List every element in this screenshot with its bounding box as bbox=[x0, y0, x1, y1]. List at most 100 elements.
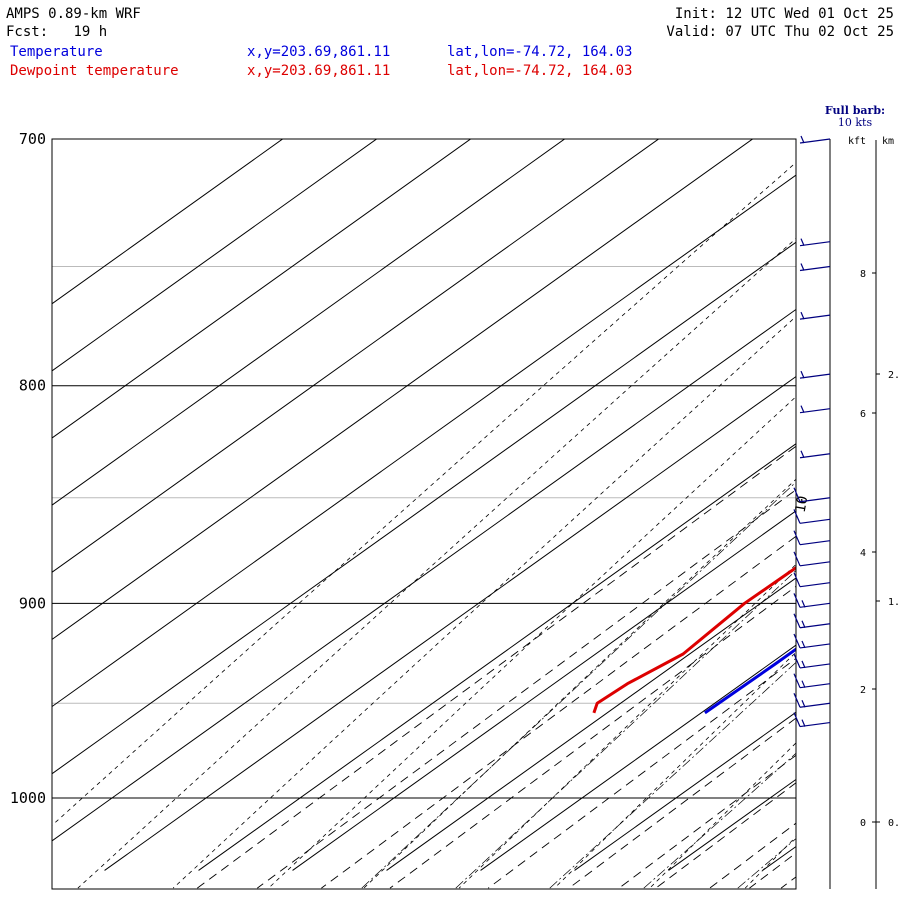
wind-barb-half-flag bbox=[800, 135, 805, 144]
kft-axis-label: kft bbox=[848, 136, 866, 147]
moist-adiabat-line bbox=[455, 570, 796, 889]
pressure-label: 700 bbox=[19, 130, 46, 148]
chart-labels: 7008009001000-70-60-50-40-30-20-10022023… bbox=[10, 130, 812, 807]
isotherm-line bbox=[762, 845, 796, 871]
wind-panel-scale: 10 kts bbox=[838, 116, 873, 129]
init-time: Init: 12 UTC Wed 01 Oct 25 bbox=[674, 6, 894, 22]
isotherm-line bbox=[52, 139, 754, 641]
wind-barb-half-flag bbox=[801, 640, 806, 649]
mixing-ratio-line bbox=[655, 782, 796, 889]
wind-barb-flag bbox=[793, 572, 801, 587]
wind-barb-flag bbox=[793, 487, 801, 502]
km-tick-label: 0. bbox=[888, 818, 900, 829]
wind-barb-half-flag bbox=[801, 600, 806, 608]
wind-barb-half-flag bbox=[801, 680, 806, 688]
isotherm-line bbox=[52, 139, 660, 573]
pressure-label: 900 bbox=[19, 594, 46, 612]
moist-adiabat-line bbox=[361, 481, 796, 889]
wind-barb-half-flag bbox=[800, 311, 805, 320]
wind-barb-flag bbox=[793, 613, 801, 628]
wind-barb-staff bbox=[799, 561, 831, 567]
dry-adiabat-line bbox=[841, 0, 900, 888]
legend-temperature-latlon: lat,lon=-74.72, 164.03 bbox=[447, 44, 633, 60]
mixing-ratio-line bbox=[321, 535, 796, 889]
dry-adiabat-line bbox=[458, 563, 796, 889]
isotherm-line bbox=[574, 711, 796, 871]
wind-barb-staff bbox=[799, 265, 831, 272]
legend-dewpoint-xy: x,y=203.69,861.11 bbox=[247, 63, 391, 79]
isotherm-line bbox=[52, 139, 472, 439]
temperature-profile-line bbox=[704, 647, 796, 715]
wind-barb-staff bbox=[799, 540, 831, 546]
wind-barb-staff bbox=[799, 453, 831, 459]
wind-barb-half-flag bbox=[800, 450, 805, 458]
mixing-ratio-line bbox=[568, 717, 796, 889]
wind-barb-staff bbox=[799, 241, 831, 247]
wind-barb-staff bbox=[799, 138, 831, 144]
wind-barb-half-flag bbox=[800, 370, 805, 379]
dry-adiabat-line bbox=[744, 836, 796, 889]
wind-barb-half-flag bbox=[801, 620, 806, 628]
dry-adiabat-line bbox=[172, 315, 796, 889]
wind-barb-staff bbox=[799, 497, 831, 503]
wind-barb-flag bbox=[793, 551, 801, 567]
wind-barb-flag bbox=[793, 653, 801, 669]
moist-adiabat-line bbox=[832, 0, 900, 888]
isotherm-line bbox=[668, 778, 796, 871]
wind-barb-flag bbox=[793, 593, 801, 608]
isotherm-line bbox=[52, 139, 566, 506]
wind-barb-half-flag bbox=[800, 263, 805, 271]
wind-barb-half-flag bbox=[801, 719, 806, 727]
isotherm-line bbox=[198, 443, 796, 871]
dry-adiabat-line bbox=[363, 478, 796, 889]
mixing-ratio-line bbox=[389, 585, 796, 889]
wind-barb-flag bbox=[793, 712, 801, 727]
dewpoint-profile-line bbox=[592, 565, 796, 714]
moist-adiabat-line bbox=[549, 661, 796, 889]
wind-panel-title: Full barb: bbox=[825, 104, 885, 117]
dry-adiabat-line bbox=[554, 651, 796, 889]
legend-dewpoint-label: Dewpoint temperature bbox=[10, 63, 179, 79]
kft-tick-label: 4 bbox=[860, 548, 866, 559]
mixing-ratio-line bbox=[618, 754, 796, 889]
wind-barb-staff bbox=[799, 408, 831, 414]
km-tick-label: 2. bbox=[888, 370, 900, 381]
forecast-label-text: Fcst: bbox=[6, 24, 49, 40]
wind-barb-flag bbox=[793, 633, 801, 649]
wind-barb-flag bbox=[793, 509, 801, 524]
kft-tick-label: 0 bbox=[860, 818, 866, 829]
km-tick-label: 1. bbox=[888, 597, 900, 608]
isotherm-line bbox=[386, 577, 796, 871]
kft-tick-label: 8 bbox=[860, 269, 866, 280]
wind-barb-staff bbox=[799, 314, 831, 320]
isotherm-line bbox=[52, 308, 796, 842]
forecast-hours: 19 h bbox=[73, 24, 108, 40]
forecast-label: Fcst: 19 h bbox=[6, 24, 107, 40]
legend-temperature-label: Temperature bbox=[10, 44, 103, 60]
wind-barb-staff bbox=[799, 582, 831, 588]
wind-barb-half-flag bbox=[800, 405, 805, 413]
mixing-ratio-line bbox=[780, 876, 796, 889]
wind-barb-staff bbox=[799, 373, 831, 379]
profiles bbox=[592, 565, 796, 715]
isotherm-line bbox=[52, 139, 284, 305]
isotherm-line bbox=[52, 174, 796, 708]
kft-tick-label: 2 bbox=[860, 685, 866, 696]
isotherm-line bbox=[52, 139, 378, 372]
isotherm-line bbox=[480, 644, 796, 871]
km-axis-label: km bbox=[882, 136, 894, 147]
wind-barb-panel: Full barb:10 kts kft km 8 6 4 2 0 2. 1. 0. bbox=[793, 104, 900, 889]
isotherm-line bbox=[292, 510, 796, 871]
legend-dewpoint-latlon: lat,lon=-74.72, 164.03 bbox=[447, 63, 633, 79]
wind-barb-half-flag bbox=[801, 660, 806, 669]
pressure-label: 800 bbox=[19, 377, 46, 395]
mixing-ratio-line bbox=[749, 852, 796, 889]
pressure-label: 1000 bbox=[10, 789, 46, 807]
dry-adiabat-line bbox=[77, 237, 796, 889]
isotherm-line bbox=[857, 0, 900, 870]
wind-barb-half-flag bbox=[801, 699, 806, 708]
wind-barb-half-flag bbox=[800, 238, 805, 246]
